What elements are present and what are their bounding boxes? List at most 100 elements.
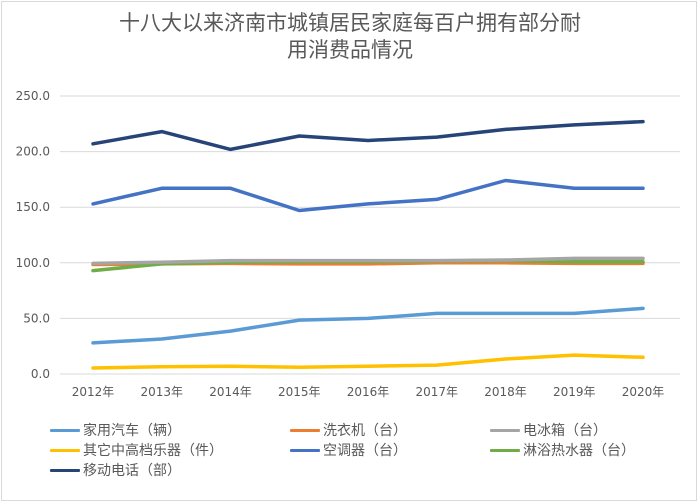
chart-title: 十八大以来济南市城镇居民家庭每百户拥有部分耐 用消费品情况 (0, 10, 700, 64)
series-4 (91, 178, 645, 213)
data-point (572, 260, 576, 264)
data-point (504, 127, 507, 131)
y-tick-label: 0.0 (31, 367, 50, 381)
x-tick-label: 2019年 (553, 385, 596, 399)
data-point (91, 366, 95, 370)
data-point (572, 311, 576, 315)
data-point (229, 259, 232, 263)
data-point (297, 365, 301, 369)
legend-item: 空调器（台） (290, 440, 407, 460)
x-tick-label: 2014年 (209, 385, 252, 399)
data-point (366, 316, 370, 320)
x-tick-label: 2013年 (140, 385, 183, 399)
data-point (91, 269, 95, 273)
series-0 (91, 306, 645, 345)
data-point (297, 318, 301, 322)
data-point (435, 363, 439, 367)
data-point (504, 179, 507, 183)
data-point (366, 259, 370, 263)
data-point (160, 365, 164, 369)
legend-label: 移动电话（部） (83, 463, 181, 479)
data-point (229, 329, 232, 333)
data-point (91, 142, 95, 146)
legend-label: 其它中高档乐器（件） (83, 443, 223, 459)
data-point (366, 364, 370, 368)
y-tick-label: 100.0 (16, 256, 50, 270)
x-tick-label: 2012年 (72, 385, 115, 399)
y-tick-label: 50.0 (23, 311, 50, 325)
legend-item: 电冰箱（台） (490, 420, 607, 440)
data-point (641, 120, 645, 124)
legend-label: 电冰箱（台） (523, 423, 607, 439)
data-point (572, 123, 576, 127)
data-point (229, 186, 232, 190)
legend-swatch (290, 428, 320, 432)
data-point (641, 306, 645, 310)
data-point (229, 364, 232, 368)
legend-item: 其它中高档乐器（件） (50, 440, 223, 460)
x-axis-ticks: 2012年 2013年 2014年 2015年 2016年 2017年 2018年 2019年… (72, 385, 665, 399)
legend-label: 淋浴热水器（台） (523, 443, 635, 459)
data-point (91, 341, 95, 345)
data-point (366, 138, 370, 142)
legend-swatch (490, 428, 520, 432)
data-point (160, 337, 164, 341)
legend-item: 家用汽车（辆） (50, 420, 181, 440)
x-tick-label: 2020年 (622, 385, 665, 399)
legend-swatch (290, 448, 320, 452)
data-point (229, 147, 232, 151)
chart-legend: 家用汽车（辆） 洗衣机（台） 电冰箱（台） 其它中高档乐器（件） 空调器（台） 淋浴热水器… (50, 420, 680, 500)
data-point (297, 209, 301, 213)
series-line (91, 178, 645, 213)
data-point (641, 260, 645, 264)
data-point (504, 311, 507, 315)
x-tick-label: 2016年 (347, 385, 390, 399)
chart-title-line-1: 十八大以来济南市城镇居民家庭每百户拥有部分耐 (119, 11, 581, 35)
data-point (504, 258, 507, 262)
data-point (91, 261, 95, 265)
legend-label: 家用汽车（辆） (83, 423, 181, 439)
legend-item: 洗衣机（台） (290, 420, 407, 440)
x-tick-label: 2015年 (278, 385, 321, 399)
x-tick-label: 2018年 (484, 385, 527, 399)
data-point (435, 197, 439, 201)
data-point (572, 256, 576, 260)
data-point (641, 355, 645, 359)
data-point (572, 186, 576, 190)
data-point (572, 353, 576, 357)
series-lines (91, 119, 645, 370)
x-tick-label: 2017年 (415, 385, 458, 399)
series-line (91, 306, 645, 345)
series-line (91, 119, 645, 152)
data-point (435, 259, 439, 263)
data-point (641, 256, 645, 260)
data-point (160, 186, 164, 190)
legend-item: 移动电话（部） (50, 460, 181, 480)
y-tick-label: 150.0 (16, 200, 50, 214)
legend-swatch (50, 468, 80, 472)
data-point (297, 259, 301, 263)
data-point (160, 260, 164, 264)
chart-title-line-2: 用消费品情况 (287, 38, 413, 62)
legend-swatch (50, 448, 80, 452)
legend-item: 淋浴热水器（台） (490, 440, 635, 460)
legend-swatch (490, 448, 520, 452)
data-point (366, 202, 370, 206)
series-2 (91, 256, 645, 266)
gridlines (60, 95, 680, 375)
data-point (504, 357, 507, 361)
data-point (297, 134, 301, 138)
data-point (435, 135, 439, 139)
y-tick-label: 200.0 (16, 145, 50, 159)
data-point (91, 202, 95, 206)
legend-label: 洗衣机（台） (323, 423, 407, 439)
series-6 (91, 119, 645, 152)
data-point (160, 130, 164, 134)
series-3 (91, 353, 645, 370)
y-tick-label: 250.0 (16, 89, 50, 103)
y-axis-ticks: 0.0 50.0 100.0 150.0 200.0 250.0 (16, 89, 50, 381)
data-point (641, 186, 645, 190)
data-point (435, 311, 439, 315)
